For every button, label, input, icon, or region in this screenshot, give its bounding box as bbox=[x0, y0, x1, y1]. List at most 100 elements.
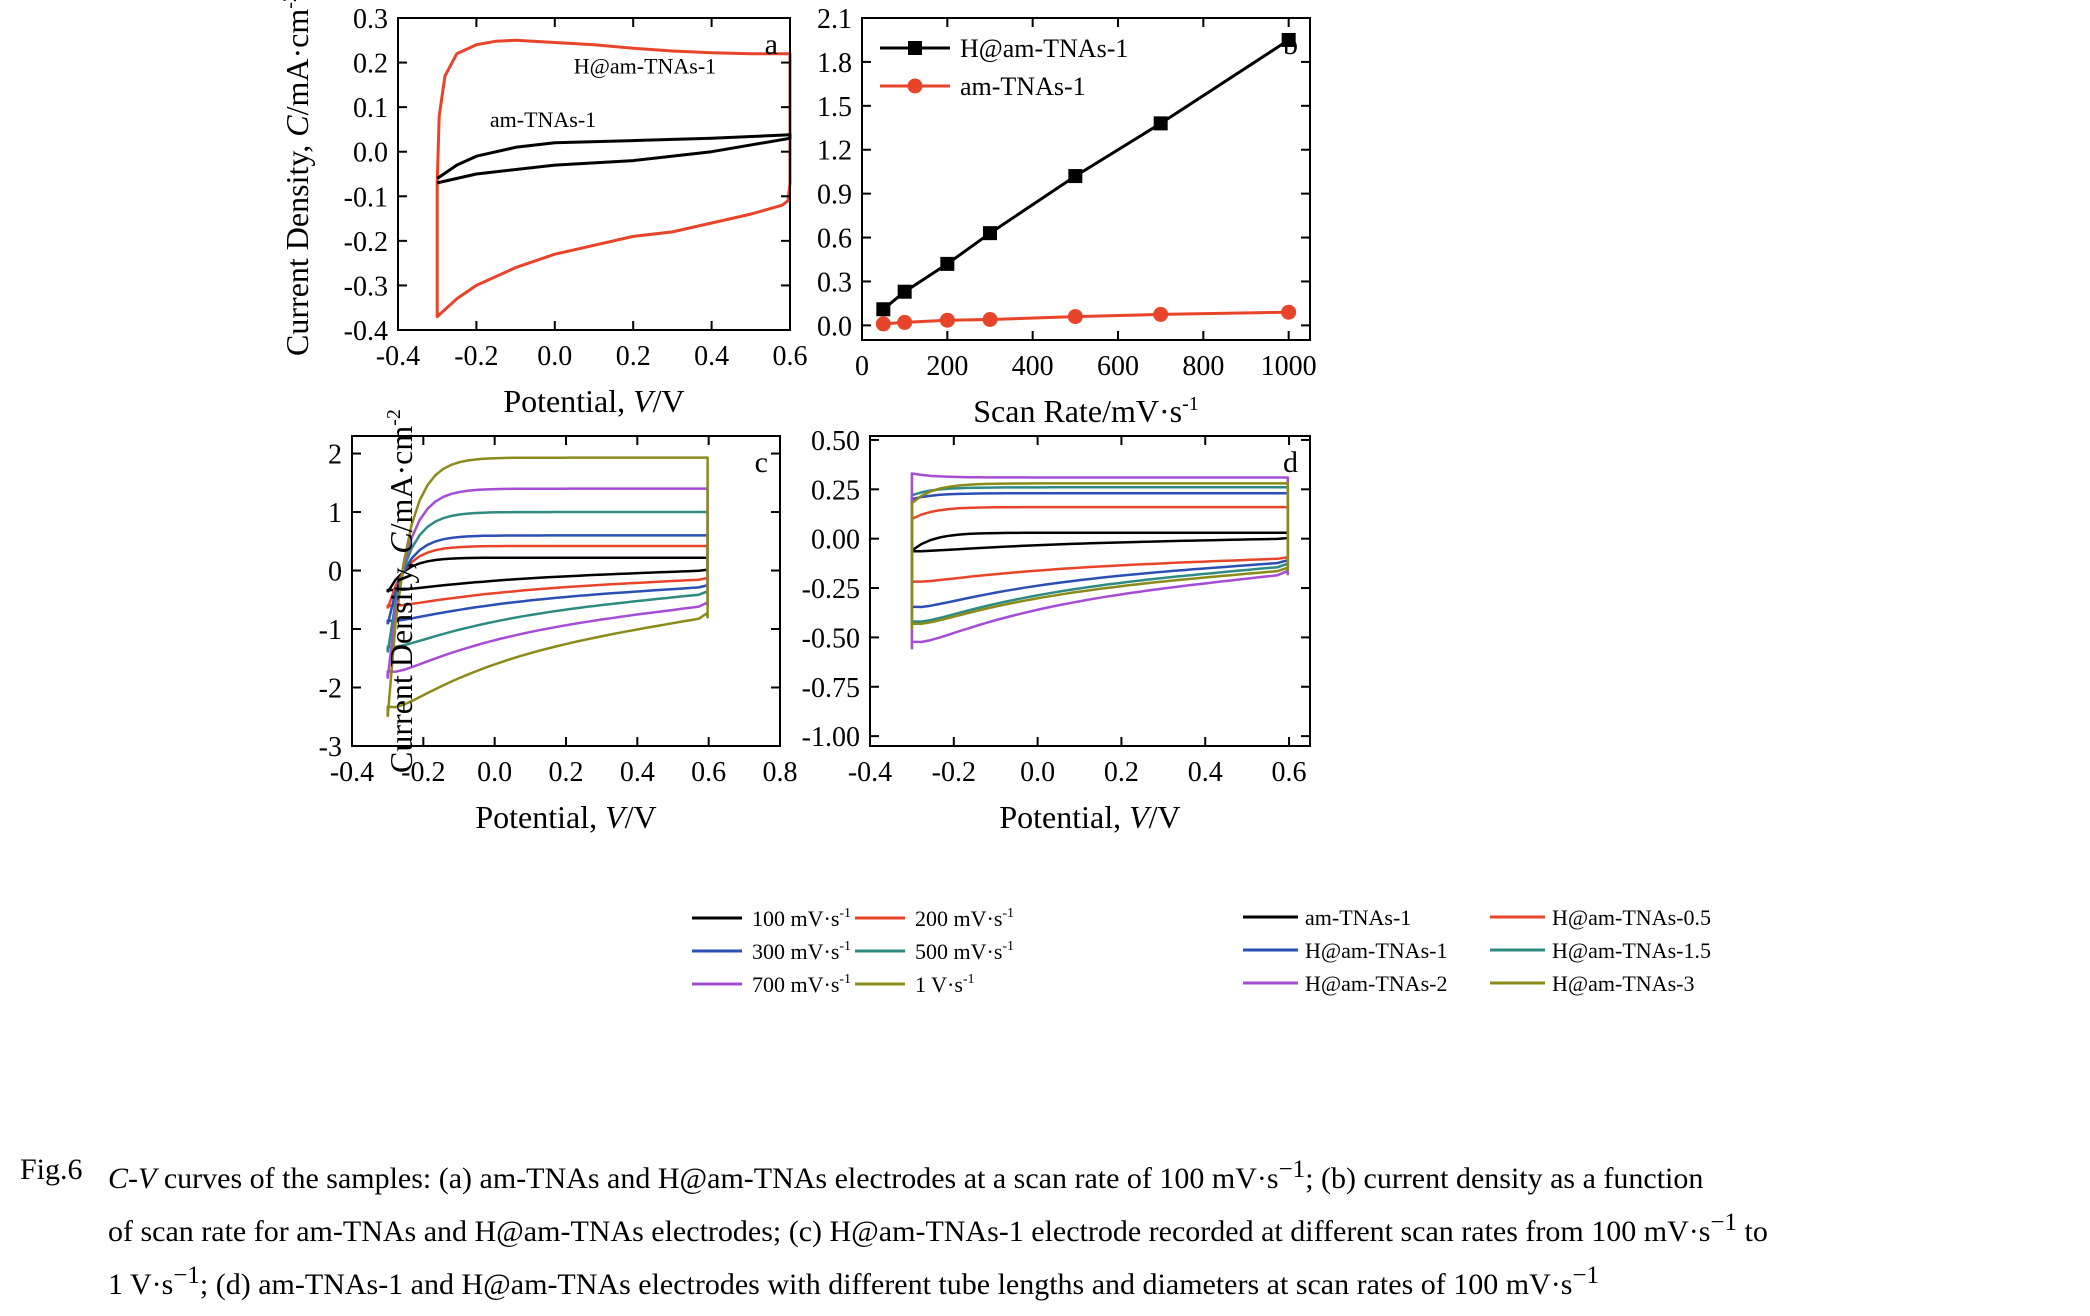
y-tick-label: -1 bbox=[319, 615, 342, 646]
y-tick-label: -2 bbox=[319, 674, 342, 705]
data-point-square bbox=[983, 226, 997, 241]
legend-label-main: 500 mV·s bbox=[915, 939, 1002, 964]
x-tick-label: 0.8 bbox=[763, 757, 798, 788]
data-point-square bbox=[1068, 169, 1083, 184]
y-axis-label-sup: -2 bbox=[279, 0, 301, 9]
y-tick-label: 2 bbox=[328, 440, 342, 471]
panel-d: am-TNAs-1 H@am-TNAs-0.5 H@am-TNAs-1 H@am-TN… bbox=[802, 426, 1711, 996]
data-point-circle bbox=[939, 312, 955, 328]
x-axis-label-main: Potential, bbox=[999, 799, 1129, 835]
legend-label: 200 mV·s-1 bbox=[915, 906, 1014, 931]
plot-frame bbox=[869, 435, 1311, 747]
x-tick-label: -0.4 bbox=[376, 341, 420, 372]
x-axis-label-main: Potential, bbox=[503, 383, 633, 419]
y-axis-label-main: Current Density, bbox=[279, 137, 315, 356]
y-axis-label-var: C bbox=[383, 532, 419, 554]
caption-line-3: 1 V·s−1; (d) am-TNAs-1 and H@am-TNAs ele… bbox=[108, 1262, 1600, 1301]
figure-caption: Fig.6 C-V curves of the samples: (a) am-… bbox=[20, 1148, 2080, 1307]
y-tick-label: -0.3 bbox=[344, 271, 388, 302]
panel-b: H@am-TNAs-1 am-TNAs-1 0 200 400 600 800 1000 0.0… bbox=[817, 4, 1317, 429]
x-tick-label: 0.6 bbox=[691, 757, 726, 788]
legend-label-sup: -1 bbox=[839, 972, 851, 987]
y-tick-label: 0.9 bbox=[817, 180, 852, 211]
x-tick-label: -0.4 bbox=[330, 757, 374, 788]
series-line-700 mV·s bbox=[386, 487, 709, 679]
x-tick-label: 0.2 bbox=[616, 341, 651, 372]
x-tick-label: 200 bbox=[926, 351, 968, 382]
y-tick-label: 0.0 bbox=[353, 138, 388, 169]
x-axis-label-unit: /V bbox=[625, 799, 657, 835]
legend-label: H@am-TNAs-1 bbox=[1305, 938, 1447, 963]
x-axis-label-sup: -1 bbox=[1182, 393, 1199, 415]
x-axis-label-main: Scan Rate/mV·s bbox=[973, 393, 1182, 429]
data-point-circle bbox=[875, 316, 891, 332]
legend-label: am-TNAs-1 bbox=[1305, 905, 1411, 930]
data-point-square bbox=[1281, 32, 1296, 47]
panel-label: a bbox=[765, 28, 778, 61]
data-point-circle bbox=[897, 314, 913, 330]
x-tick-label: 0.2 bbox=[549, 757, 584, 788]
legend-label: 500 mV·s-1 bbox=[915, 939, 1014, 964]
y-tick-label: 1.5 bbox=[817, 92, 852, 123]
panel-label: d bbox=[1283, 446, 1298, 479]
x-tick-label: -0.2 bbox=[932, 757, 976, 788]
data-point-circle bbox=[1281, 304, 1297, 320]
x-tick-label: 0.0 bbox=[537, 341, 572, 372]
y-tick-label: 1.8 bbox=[817, 48, 852, 79]
legend-label: 1 V·s-1 bbox=[915, 972, 975, 997]
y-tick-label: 0 bbox=[328, 557, 342, 588]
legend-label-main: 200 mV·s bbox=[915, 906, 1002, 931]
x-tick-label: 0 bbox=[855, 351, 869, 382]
legend-label: H@am-TNAs-2 bbox=[1305, 971, 1447, 996]
y-tick-label: 1.2 bbox=[817, 136, 852, 167]
series-line-H@am-TNAs-1 bbox=[435, 38, 792, 319]
y-tick-label: -0.4 bbox=[344, 316, 388, 347]
series-line-am-TNAs-1 bbox=[910, 531, 1290, 553]
x-tick-label: -0.2 bbox=[401, 757, 445, 788]
y-tick-label: 0.3 bbox=[817, 267, 852, 298]
x-axis-label: Potential, V/V bbox=[503, 383, 684, 419]
annotation-label: am-TNAs-1 bbox=[490, 107, 596, 132]
legend-label-main: 100 mV·s bbox=[752, 906, 839, 931]
x-tick-label: -0.4 bbox=[848, 757, 892, 788]
x-axis-label-var: V bbox=[1129, 799, 1152, 835]
x-axis-label: Scan Rate/mV·s-1 bbox=[973, 393, 1199, 429]
y-tick-label: 0.50 bbox=[811, 426, 860, 457]
x-axis-label: Potential, V/V bbox=[475, 799, 656, 835]
data-point-square bbox=[897, 284, 912, 299]
caption-line-1: C-V curves of the samples: (a) am-TNAs a… bbox=[108, 1156, 1704, 1195]
y-axis-label-unit: /mA·cm bbox=[383, 426, 419, 533]
y-axis-label: Current Density, C/mA·cm-2 bbox=[383, 409, 419, 773]
series-line-am-TNAs-1 bbox=[436, 133, 792, 185]
legend-label: H@am-TNAs-1 bbox=[960, 34, 1128, 63]
y-tick-label: -0.1 bbox=[344, 182, 388, 213]
legend-label-main: 1 V·s bbox=[915, 972, 963, 997]
legend-label: 100 mV·s-1 bbox=[752, 906, 851, 931]
y-tick-label: -0.25 bbox=[802, 574, 860, 605]
x-tick-label: 0.6 bbox=[1272, 757, 1307, 788]
x-tick-label: 400 bbox=[1012, 351, 1054, 382]
x-tick-label: 0.6 bbox=[773, 341, 808, 372]
y-tick-label: 0.6 bbox=[817, 224, 852, 255]
legend-label: H@am-TNAs-3 bbox=[1552, 971, 1694, 996]
y-axis-label: Current Density, C/mA·cm-2 bbox=[279, 0, 315, 356]
series-line-1 V·s bbox=[386, 456, 709, 717]
y-tick-label: -0.50 bbox=[802, 623, 860, 654]
plot-frame bbox=[397, 17, 791, 331]
caption-line-2: of scan rate for am-TNAs and H@am-TNAs e… bbox=[108, 1209, 1768, 1248]
legend-label: H@am-TNAs-0.5 bbox=[1552, 905, 1711, 930]
panel-label: c bbox=[755, 446, 768, 479]
data-point-circle bbox=[982, 312, 998, 328]
figure-panels: H@am-TNAs-1 am-TNAs-1 -0.4 -0.2 0.0 0.2 0.4 0.6… bbox=[279, 0, 1711, 997]
y-tick-label: -0.75 bbox=[802, 673, 860, 704]
x-tick-label: 0.4 bbox=[694, 341, 729, 372]
y-axis-label-sup: -2 bbox=[383, 409, 405, 426]
series-line-H@am-TNAs-1 bbox=[910, 492, 1290, 612]
x-tick-label: 800 bbox=[1182, 351, 1224, 382]
legend-label: am-TNAs-1 bbox=[960, 72, 1086, 101]
legend-label: 300 mV·s-1 bbox=[752, 939, 851, 964]
x-axis-label-unit: /V bbox=[653, 383, 685, 419]
annotation-label: H@am-TNAs-1 bbox=[574, 54, 716, 79]
y-tick-label: 2.1 bbox=[817, 4, 852, 35]
